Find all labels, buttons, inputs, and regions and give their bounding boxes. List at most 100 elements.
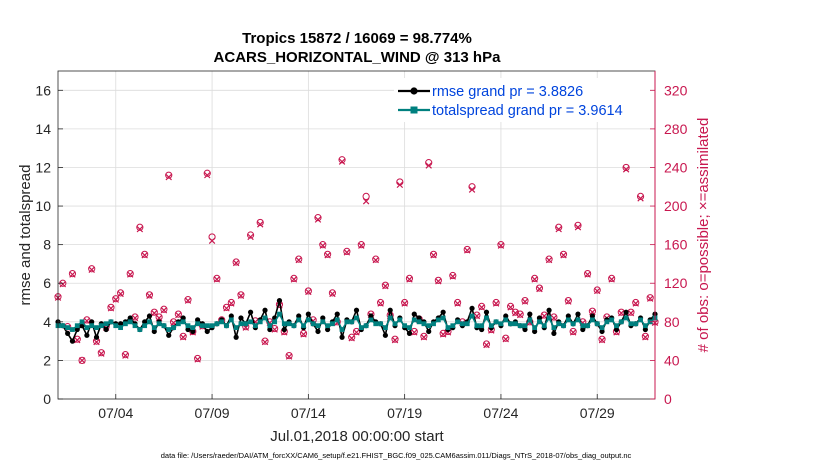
- obs-possible-marker: [564, 297, 572, 305]
- totalspread-point: [556, 321, 562, 327]
- x-tick-label: 07/29: [580, 405, 615, 421]
- totalspread-point: [262, 315, 268, 321]
- totalspread-point: [575, 317, 581, 323]
- obs-possible-marker: [338, 156, 346, 164]
- obs-assimilated-marker: [478, 304, 485, 311]
- obs-assimilated-marker: [541, 312, 548, 320]
- obs-possible-marker: [559, 250, 568, 258]
- y2-tick-label: 320: [664, 82, 688, 98]
- obs-possible-marker: [449, 271, 457, 280]
- totalspread-point: [618, 319, 624, 325]
- obs-possible-marker: [506, 302, 515, 310]
- data-file-footnote: data file: /Users/raeder/DAI/ATM_forcXX/…: [161, 451, 632, 460]
- obs-assimilated-marker: [574, 224, 582, 231]
- totalspread-point: [604, 319, 610, 325]
- obs-possible-marker: [227, 298, 235, 307]
- obs-assimilated-marker: [565, 298, 572, 305]
- obs-assimilated-marker: [319, 242, 327, 249]
- totalspread-point: [132, 323, 138, 329]
- totalspread-point: [614, 323, 619, 329]
- totalspread-point: [123, 321, 128, 327]
- totalspread-point: [252, 323, 258, 329]
- obs-assimilated-marker: [295, 256, 302, 264]
- obs-possible-marker: [324, 250, 332, 258]
- obs-possible-marker: [434, 276, 442, 284]
- totalspread-point: [118, 325, 123, 331]
- obs-assimilated-marker: [237, 292, 245, 300]
- obs-assimilated-marker: [136, 225, 144, 233]
- obs-assimilated-marker: [521, 298, 529, 305]
- totalspread-point: [204, 323, 210, 329]
- obs-assimilated-marker: [468, 186, 476, 193]
- obs-assimilated-marker: [382, 282, 389, 290]
- totalspread-point: [527, 317, 533, 323]
- obs-possible-marker: [88, 265, 96, 273]
- totalspread-point: [330, 321, 335, 327]
- obs-possible-marker: [237, 291, 245, 299]
- totalspread-point: [180, 319, 186, 325]
- totalspread-point: [623, 315, 629, 321]
- obs-possible-marker: [502, 334, 510, 342]
- obs-assimilated-marker: [406, 276, 413, 283]
- totalspread-point: [373, 321, 379, 327]
- obs-assimilated-marker: [117, 290, 124, 298]
- obs-possible-marker: [632, 298, 640, 307]
- obs-assimilated-marker: [112, 296, 119, 303]
- rmse-point: [406, 330, 413, 336]
- obs-possible-marker: [463, 245, 471, 254]
- rmse-point: [623, 309, 629, 315]
- totalspread-point: [503, 317, 509, 323]
- rmse-point: [315, 328, 321, 335]
- legend-spread-marker: [410, 106, 418, 114]
- totalspread-point: [214, 321, 220, 327]
- obs-possible-marker: [583, 269, 592, 278]
- rmse-point: [532, 328, 538, 335]
- y-tick-label: 4: [43, 314, 51, 330]
- obs-assimilated-marker: [151, 309, 158, 317]
- rmse-point: [190, 328, 196, 335]
- obs-assimilated-marker: [78, 357, 86, 364]
- totalspread-point: [161, 323, 167, 329]
- x-tick-label: 07/19: [387, 405, 422, 421]
- totalspread-point: [402, 323, 408, 329]
- rmse-point: [575, 311, 581, 317]
- y-tick-label: 8: [43, 237, 51, 253]
- rmse-point: [233, 334, 239, 340]
- obs-assimilated-marker: [228, 300, 235, 307]
- obs-assimilated-marker: [608, 276, 615, 283]
- obs-assimilated-marker: [184, 297, 192, 304]
- obs-assimilated-marker: [439, 331, 447, 338]
- obs-assimilated-marker: [146, 292, 153, 300]
- totalspread-point: [127, 319, 133, 325]
- obs-possible-marker: [622, 163, 630, 172]
- obs-assimilated-marker: [555, 225, 562, 233]
- legend-rmse-label: rmse grand pr = 3.8826: [432, 84, 583, 100]
- totalspread-point: [450, 323, 456, 329]
- totalspread-point: [594, 321, 600, 327]
- obs-possible-marker: [492, 298, 500, 307]
- obs-assimilated-marker: [637, 195, 644, 202]
- y-axis-label: rmse and totalspread: [17, 165, 34, 306]
- obs-assimilated-marker: [160, 307, 168, 314]
- obs-assimilated-marker: [141, 252, 148, 259]
- rmse-point: [353, 307, 360, 313]
- obs-possible-marker: [299, 329, 308, 337]
- obs-possible-marker: [112, 295, 120, 303]
- obs-possible-marker: [150, 308, 158, 316]
- y-tick-label: 2: [43, 352, 51, 368]
- totalspread-point: [585, 323, 590, 329]
- totalspread-point: [440, 315, 446, 321]
- rmse-point: [613, 326, 620, 333]
- obs-possible-marker: [222, 303, 231, 311]
- totalspread-point: [175, 321, 181, 327]
- obs-possible-marker: [391, 335, 399, 343]
- rmse-point: [411, 311, 417, 317]
- obs-possible-marker: [213, 274, 221, 283]
- obs-assimilated-marker: [464, 247, 471, 254]
- obs-possible-marker: [343, 247, 351, 255]
- obs-possible-marker: [304, 287, 312, 295]
- totalspread-point: [354, 315, 359, 321]
- totalspread-point: [228, 317, 234, 323]
- totalspread-point: [460, 321, 465, 327]
